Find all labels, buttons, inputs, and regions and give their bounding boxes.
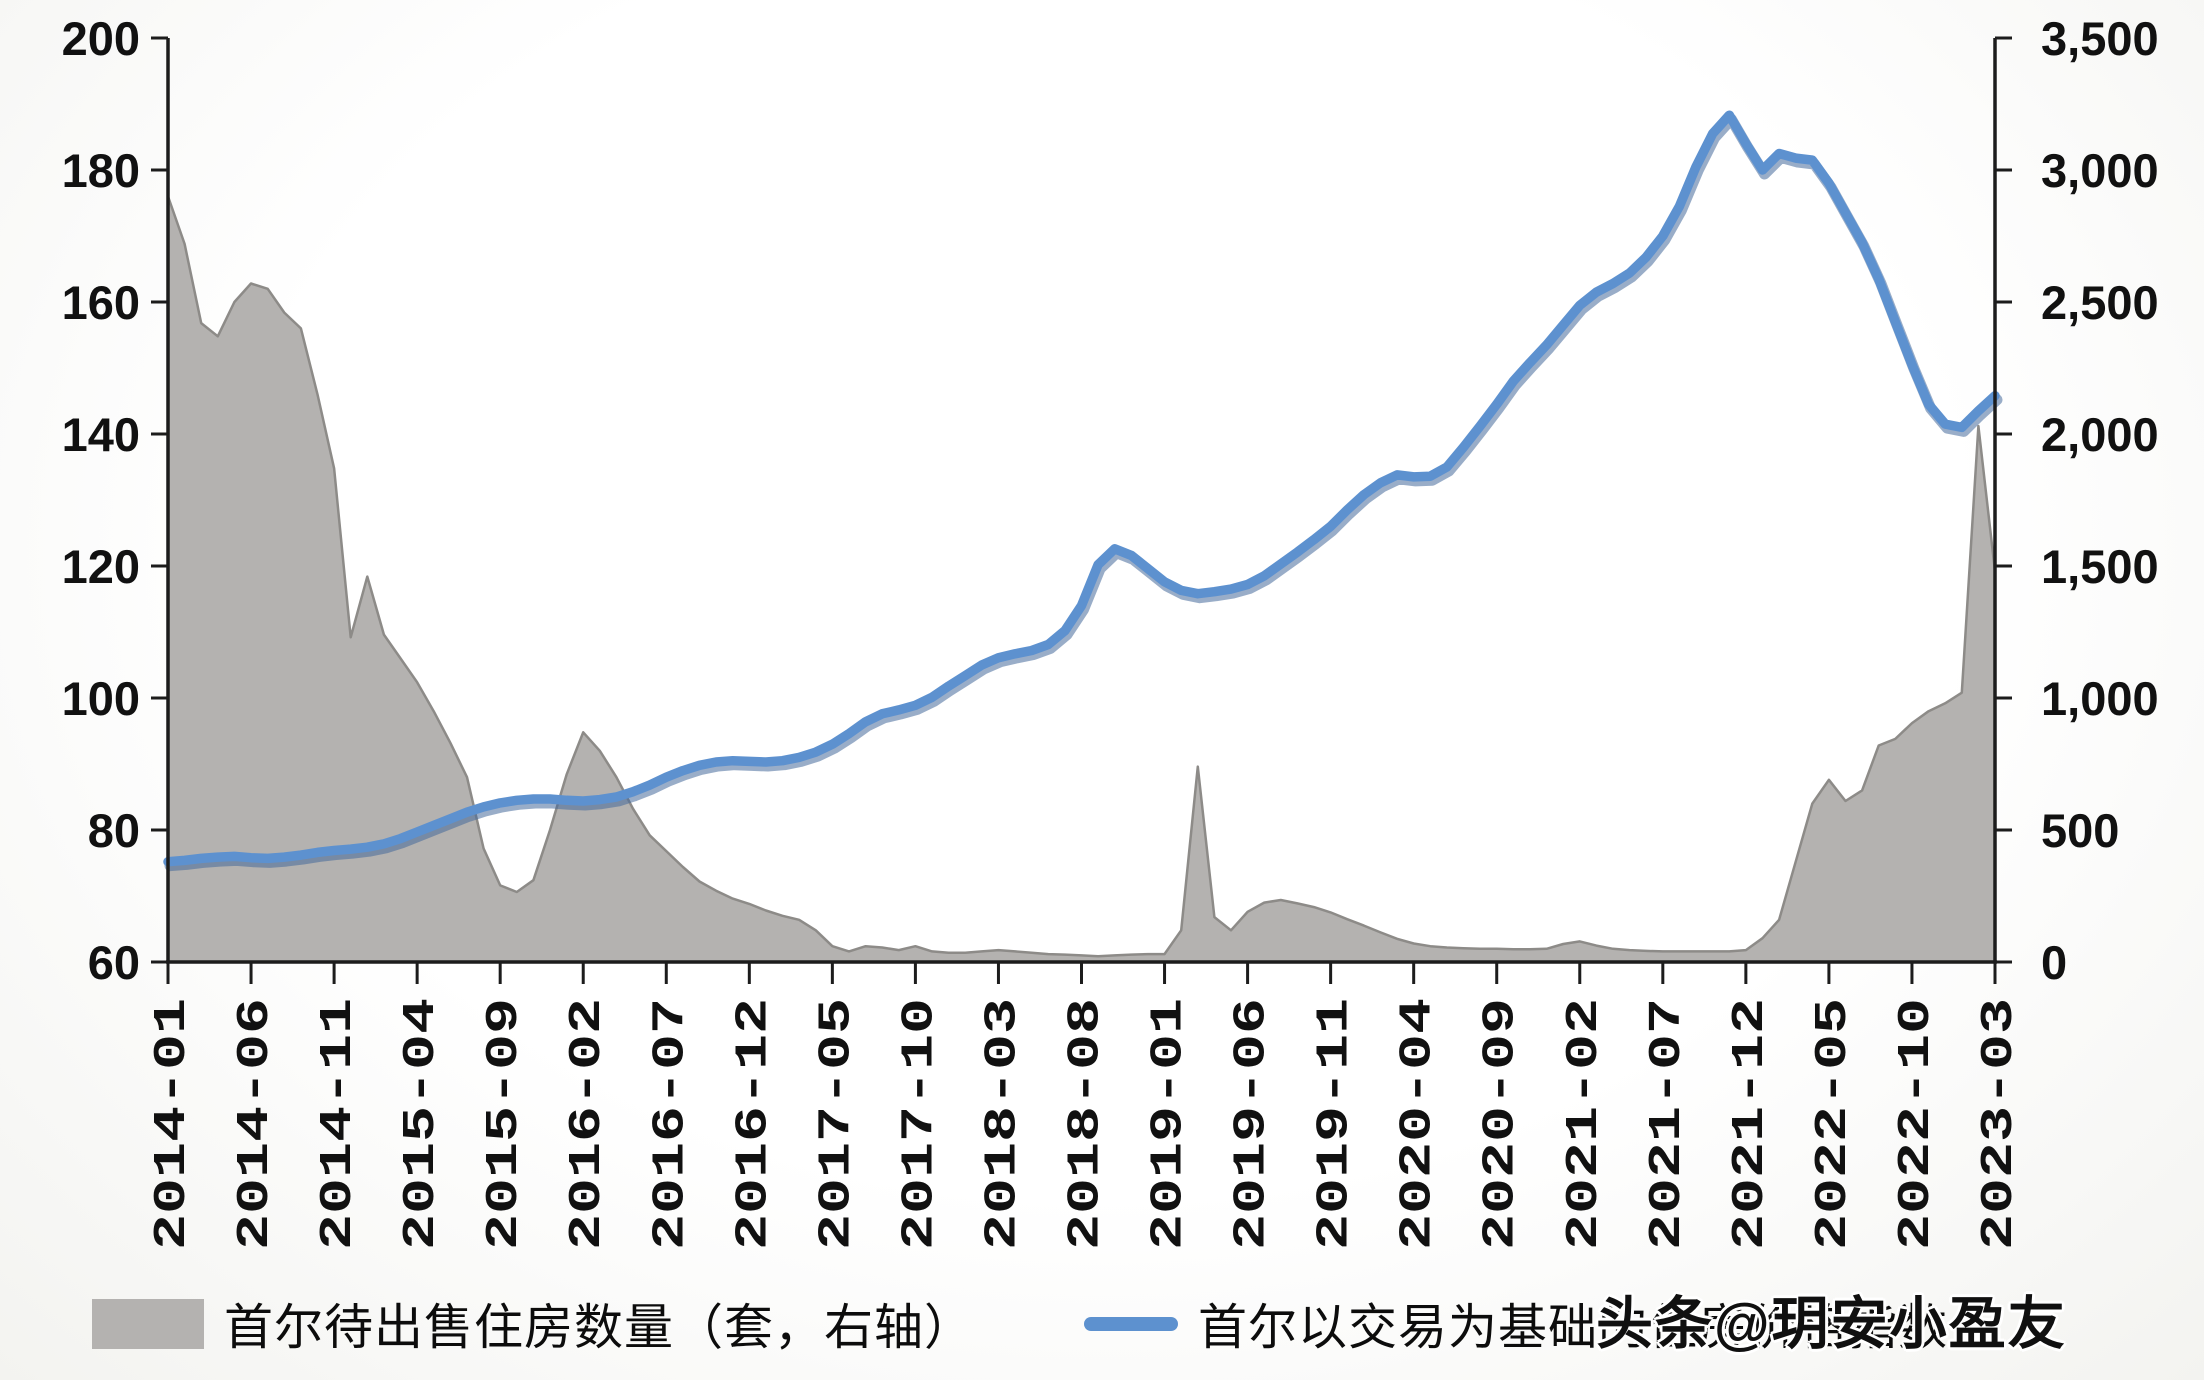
left-axis-tick-label: 200: [62, 12, 140, 65]
x-axis-tick-label: 2017-05: [811, 998, 862, 1250]
x-axis-tick-label: 2022-10: [1891, 998, 1942, 1250]
x-axis-tick-label: 2020-04: [1393, 998, 1444, 1250]
right-axis-tick-label: 2,500: [2041, 276, 2159, 329]
x-axis-tick-label: 2014-01: [147, 998, 198, 1250]
right-axis-tick-label: 0: [2041, 936, 2067, 989]
x-axis-tick-label: 2014-11: [313, 998, 364, 1250]
left-axis-tick-label: 80: [88, 804, 140, 857]
right-axis-tick-label: 1,000: [2041, 672, 2159, 725]
x-axis-tick-label: 2022-05: [1808, 998, 1859, 1250]
x-axis-tick-label: 2019-06: [1227, 998, 1278, 1250]
left-axis-tick-label: 180: [62, 144, 140, 197]
right-axis-tick-label: 3,000: [2041, 144, 2159, 197]
left-axis-tick-label: 160: [62, 276, 140, 329]
right-axis-tick-label: 1,500: [2041, 540, 2159, 593]
left-axis-tick-label: 100: [62, 672, 140, 725]
x-axis-tick-label: 2014-06: [230, 998, 281, 1250]
right-axis-tick-label: 500: [2041, 804, 2119, 857]
inventory-area-edge: [166, 195, 1997, 958]
legend: 首尔待出售住房数量（套，右轴） 首尔以交易为基础的住房价格指数: [92, 1288, 1948, 1359]
legend-area-label: 首尔待出售住房数量（套，右轴）: [224, 1301, 975, 1355]
left-axis-tick-label: 120: [62, 540, 140, 593]
x-axis-tick-label: 2017-10: [894, 998, 945, 1250]
x-axis-tick-label: 2018-03: [978, 998, 1029, 1250]
x-axis-tick-label: 2016-02: [562, 998, 613, 1250]
x-axis-tick-label: 2021-12: [1725, 998, 1776, 1250]
x-axis-tick-label: 2021-02: [1559, 998, 1610, 1250]
legend-item-price-index: 首尔以交易为基础的住房价格指数: [1084, 1288, 1948, 1359]
x-axis-tick-label: 2020-09: [1476, 998, 1527, 1250]
x-axis-tick-label: 2016-12: [728, 998, 779, 1250]
left-axis-tick-label: 140: [62, 408, 140, 461]
inventory-area-series: [168, 196, 1995, 962]
x-axis-tick-label: 2019-01: [1144, 998, 1195, 1250]
right-axis-tick-label: 3,500: [2041, 12, 2159, 65]
legend-item-inventory: 首尔待出售住房数量（套，右轴）: [92, 1288, 974, 1359]
legend-line-label: 首尔以交易为基础的住房价格指数: [1198, 1301, 1949, 1355]
legend-line-swatch-icon: [1084, 1316, 1179, 1331]
x-axis-tick-label: 2018-08: [1061, 998, 1112, 1250]
left-axis-tick-label: 60: [88, 936, 140, 989]
x-axis-tick-label: 2015-09: [479, 998, 530, 1250]
legend-area-swatch-icon: [92, 1298, 204, 1349]
x-axis-tick-label: 2015-04: [396, 998, 447, 1250]
x-axis-tick-label: 2019-11: [1310, 998, 1361, 1250]
x-axis-tick-label: 2016-07: [645, 998, 696, 1250]
x-axis-tick-label: 2021-07: [1642, 998, 1693, 1250]
price-line-series: [163, 110, 2000, 867]
watermark-text: 头条@玥安小盈友: [1596, 1292, 2067, 1356]
x-axis-tick-label: 2023-03: [1974, 998, 2025, 1250]
right-axis-tick-label: 2,000: [2041, 408, 2159, 461]
